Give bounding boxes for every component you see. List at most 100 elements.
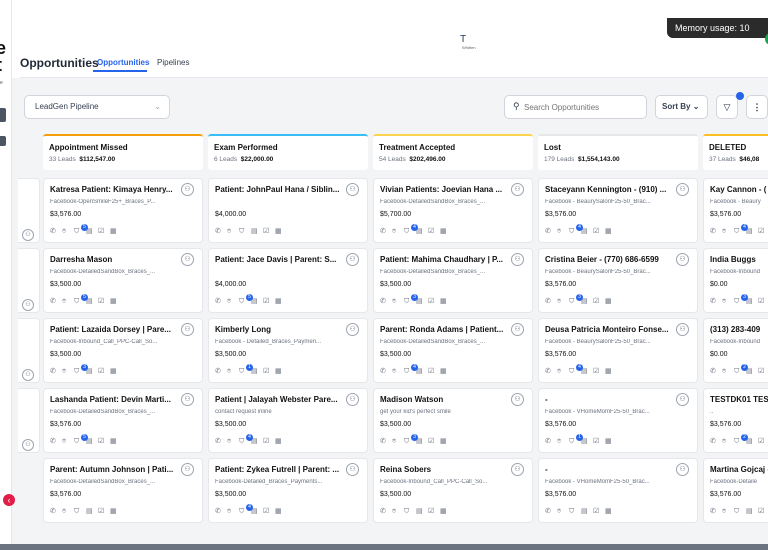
task-icon[interactable]: ☑ bbox=[758, 228, 765, 235]
calendar-icon[interactable]: ▦ bbox=[440, 298, 447, 305]
tag-icon[interactable]: ⛉ bbox=[569, 368, 575, 375]
phone-icon[interactable]: ✆ bbox=[50, 228, 56, 235]
calendar-icon[interactable]: ▦ bbox=[275, 368, 282, 375]
opportunity-card[interactable]: Katresa Patient: Kimaya Henry... Facebook… bbox=[43, 178, 203, 243]
assign-user-icon[interactable]: ⚇ bbox=[181, 183, 194, 196]
assign-user-icon[interactable]: ⚇ bbox=[22, 369, 34, 381]
phone-icon[interactable]: ✆ bbox=[380, 438, 386, 445]
message-icon[interactable]: ⌾ bbox=[557, 298, 562, 305]
opportunity-card[interactable]: Cristina Beier - (770) 686-6599 Facebook … bbox=[538, 248, 698, 313]
message-icon[interactable]: ⌾ bbox=[557, 508, 562, 515]
tag-icon[interactable]: ⛉ bbox=[74, 368, 80, 375]
calendar-icon[interactable]: ▦ bbox=[605, 228, 612, 235]
tag-icon[interactable]: ⛉ bbox=[74, 508, 80, 515]
tag-icon[interactable]: ⛉ bbox=[734, 298, 740, 305]
calendar-icon[interactable]: ▦ bbox=[275, 508, 282, 515]
partial-card[interactable]: ⚇ bbox=[18, 178, 40, 243]
opportunity-card[interactable]: Lashanda Patient: Devin Marti... Facebook… bbox=[43, 388, 203, 453]
sidebar-button[interactable] bbox=[0, 136, 6, 146]
phone-icon[interactable]: ✆ bbox=[50, 508, 56, 515]
tag-icon[interactable]: ⛉ bbox=[404, 438, 410, 445]
assign-user-icon[interactable]: ⚇ bbox=[346, 393, 359, 406]
task-icon[interactable]: ☑ bbox=[593, 438, 600, 445]
message-icon[interactable]: ⌾ bbox=[62, 298, 67, 305]
task-icon[interactable]: ☑ bbox=[593, 368, 600, 375]
calendar-icon[interactable]: ▦ bbox=[440, 508, 447, 515]
message-icon[interactable]: ⌾ bbox=[392, 228, 397, 235]
document-icon[interactable]: ▤ bbox=[86, 368, 93, 375]
tag-icon[interactable]: ⛉ bbox=[569, 508, 575, 515]
opportunity-card[interactable]: Darresha Mason Facebook-DetailedSandBox_B… bbox=[43, 248, 203, 313]
assign-user-icon[interactable]: ⚇ bbox=[22, 439, 34, 451]
phone-icon[interactable]: ✆ bbox=[710, 228, 716, 235]
document-icon[interactable]: ▤ bbox=[86, 438, 93, 445]
assign-user-icon[interactable]: ⚇ bbox=[181, 463, 194, 476]
document-icon[interactable]: ▤ bbox=[416, 368, 423, 375]
document-icon[interactable]: ▤ bbox=[581, 438, 588, 445]
message-icon[interactable]: ⌾ bbox=[227, 298, 232, 305]
calendar-icon[interactable]: ▦ bbox=[275, 298, 282, 305]
tag-icon[interactable]: ⛉ bbox=[74, 298, 80, 305]
phone-icon[interactable]: ✆ bbox=[50, 438, 56, 445]
document-icon[interactable]: ▤ bbox=[251, 508, 258, 515]
message-icon[interactable]: ⌾ bbox=[722, 298, 727, 305]
partial-card[interactable]: ⚇ bbox=[18, 318, 40, 383]
phone-icon[interactable]: ✆ bbox=[50, 368, 56, 375]
task-icon[interactable]: ☑ bbox=[428, 438, 435, 445]
tag-icon[interactable]: ⛉ bbox=[239, 298, 245, 305]
calendar-icon[interactable]: ▦ bbox=[275, 228, 282, 235]
phone-icon[interactable]: ✆ bbox=[710, 298, 716, 305]
document-icon[interactable]: ▤ bbox=[86, 508, 93, 515]
task-icon[interactable]: ☑ bbox=[758, 508, 765, 515]
tag-icon[interactable]: ⛉ bbox=[239, 508, 245, 515]
assign-user-icon[interactable]: ⚇ bbox=[346, 253, 359, 266]
phone-icon[interactable]: ✆ bbox=[215, 298, 221, 305]
more-options-button[interactable]: ⋮ bbox=[746, 95, 768, 119]
assign-user-icon[interactable]: ⚇ bbox=[511, 463, 524, 476]
calendar-icon[interactable]: ▦ bbox=[605, 368, 612, 375]
tag-icon[interactable]: ⛉ bbox=[734, 508, 740, 515]
opportunity-card[interactable]: Patient: Lazaida Dorsey | Pare... Faceboo… bbox=[43, 318, 203, 383]
document-icon[interactable]: ▤ bbox=[416, 508, 423, 515]
document-icon[interactable]: ▤ bbox=[746, 508, 753, 515]
assign-user-icon[interactable]: ⚇ bbox=[511, 393, 524, 406]
task-icon[interactable]: ☑ bbox=[98, 228, 105, 235]
tag-icon[interactable]: ⛉ bbox=[734, 228, 740, 235]
message-icon[interactable]: ⌾ bbox=[557, 368, 562, 375]
document-icon[interactable]: ▤ bbox=[251, 368, 258, 375]
task-icon[interactable]: ☑ bbox=[428, 298, 435, 305]
phone-icon[interactable]: ✆ bbox=[545, 368, 551, 375]
calendar-icon[interactable]: ▦ bbox=[605, 298, 612, 305]
opportunity-card[interactable]: Kay Cannon - (Facebook - Beaury $3,576.00… bbox=[703, 178, 768, 243]
search-box[interactable]: ⚲ bbox=[504, 95, 647, 119]
opportunity-card[interactable]: Patient: Mahima Chaudhary | P... Facebook… bbox=[373, 248, 533, 313]
assign-user-icon[interactable]: ⚇ bbox=[346, 463, 359, 476]
assign-user-icon[interactable]: ⚇ bbox=[181, 393, 194, 406]
opportunity-card[interactable]: - Facebook - VHomeMomF25-50_Brac... $3,576… bbox=[538, 458, 698, 523]
task-icon[interactable]: ☑ bbox=[263, 368, 270, 375]
phone-icon[interactable]: ✆ bbox=[545, 438, 551, 445]
tag-icon[interactable]: ⛉ bbox=[404, 228, 410, 235]
task-icon[interactable]: ☑ bbox=[593, 298, 600, 305]
opportunity-card[interactable]: Vivian Patients: Joevian Hana ... Faceboo… bbox=[373, 178, 533, 243]
document-icon[interactable]: ▤ bbox=[746, 438, 753, 445]
task-icon[interactable]: ☑ bbox=[758, 438, 765, 445]
phone-icon[interactable]: ✆ bbox=[380, 508, 386, 515]
opportunity-card[interactable]: Reina Sobers Facebook-Inbound_Call_PPC-Ca… bbox=[373, 458, 533, 523]
partial-card[interactable]: ⚇ bbox=[18, 388, 40, 453]
filter-button[interactable]: ▽ bbox=[716, 95, 738, 119]
message-icon[interactable]: ⌾ bbox=[62, 438, 67, 445]
document-icon[interactable]: ▤ bbox=[251, 298, 258, 305]
assign-user-icon[interactable]: ⚇ bbox=[676, 393, 689, 406]
calendar-icon[interactable]: ▦ bbox=[110, 368, 117, 375]
tag-icon[interactable]: ⛉ bbox=[734, 438, 740, 445]
message-icon[interactable]: ⌾ bbox=[227, 508, 232, 515]
message-icon[interactable]: ⌾ bbox=[227, 368, 232, 375]
phone-icon[interactable]: ✆ bbox=[215, 508, 221, 515]
phone-icon[interactable]: ✆ bbox=[380, 298, 386, 305]
task-icon[interactable]: ☑ bbox=[263, 298, 270, 305]
phone-icon[interactable]: ✆ bbox=[215, 438, 221, 445]
document-icon[interactable]: ▤ bbox=[746, 298, 753, 305]
assign-user-icon[interactable]: ⚇ bbox=[181, 323, 194, 336]
message-icon[interactable]: ⌾ bbox=[62, 228, 67, 235]
